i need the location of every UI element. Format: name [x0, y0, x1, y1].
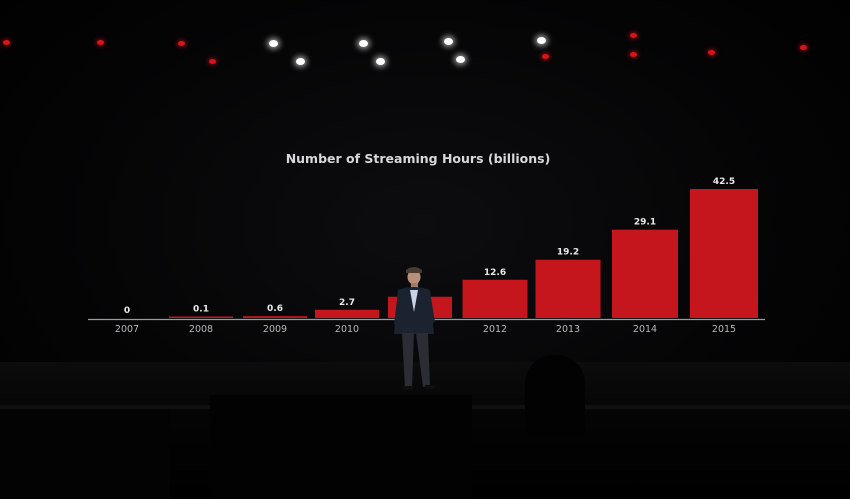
bar-2015 — [690, 189, 758, 318]
red-stage-light — [209, 59, 216, 64]
camera-rig-silhouette — [210, 395, 472, 499]
tick-label-2012: 2012 — [483, 324, 507, 335]
tick-label-2013: 2013 — [556, 324, 580, 335]
white-stage-light — [376, 58, 385, 65]
tick-label-2015: 2015 — [712, 324, 736, 335]
value-label-2009: 0.6 — [267, 304, 283, 314]
chart-title: Number of Streaming Hours (billions) — [286, 151, 551, 166]
value-label-2014: 29.1 — [634, 218, 656, 228]
red-stage-light — [630, 33, 637, 38]
red-stage-light — [542, 54, 549, 59]
red-stage-light — [97, 40, 104, 45]
tick-label-2014: 2014 — [633, 324, 657, 335]
presenter-silhouette — [394, 267, 435, 390]
white-stage-light — [444, 38, 453, 45]
red-stage-light — [800, 45, 807, 50]
tick-label-2010: 2010 — [335, 324, 359, 335]
tick-label-2008: 2008 — [189, 324, 213, 335]
bar-2009 — [243, 316, 307, 318]
white-stage-light — [296, 58, 305, 65]
value-label-2015: 42.5 — [713, 177, 735, 187]
audience-head-silhouette — [525, 355, 585, 435]
white-stage-light — [359, 40, 368, 47]
value-label-2008: 0.1 — [193, 305, 209, 315]
bar-2008 — [169, 316, 233, 318]
bar-2010 — [315, 309, 379, 318]
tick-labels-group: 2007 2008 2009 2010 2012 2013 2014 2015 — [115, 324, 736, 335]
bars-group — [169, 189, 758, 318]
red-stage-light — [630, 52, 637, 57]
white-stage-light — [537, 37, 546, 44]
tick-label-2009: 2009 — [263, 324, 287, 335]
foreground-silhouette-left — [0, 410, 170, 499]
value-label-2010: 2.7 — [339, 298, 355, 308]
value-labels-group: 0 0.1 0.6 2.7 12.6 19.2 29.1 42.5 — [124, 177, 735, 316]
red-stage-light — [178, 41, 185, 46]
white-stage-light — [456, 56, 465, 63]
red-stage-light — [3, 40, 10, 45]
bar-2012 — [462, 279, 528, 318]
value-label-2012: 12.6 — [484, 268, 506, 278]
tick-label-2007: 2007 — [115, 324, 139, 335]
bar-2013 — [535, 259, 601, 318]
bar-2014 — [612, 229, 678, 318]
red-stage-light — [708, 50, 715, 55]
white-stage-light — [269, 40, 278, 47]
value-label-2013: 19.2 — [557, 248, 579, 258]
value-label-2007: 0 — [124, 306, 130, 316]
